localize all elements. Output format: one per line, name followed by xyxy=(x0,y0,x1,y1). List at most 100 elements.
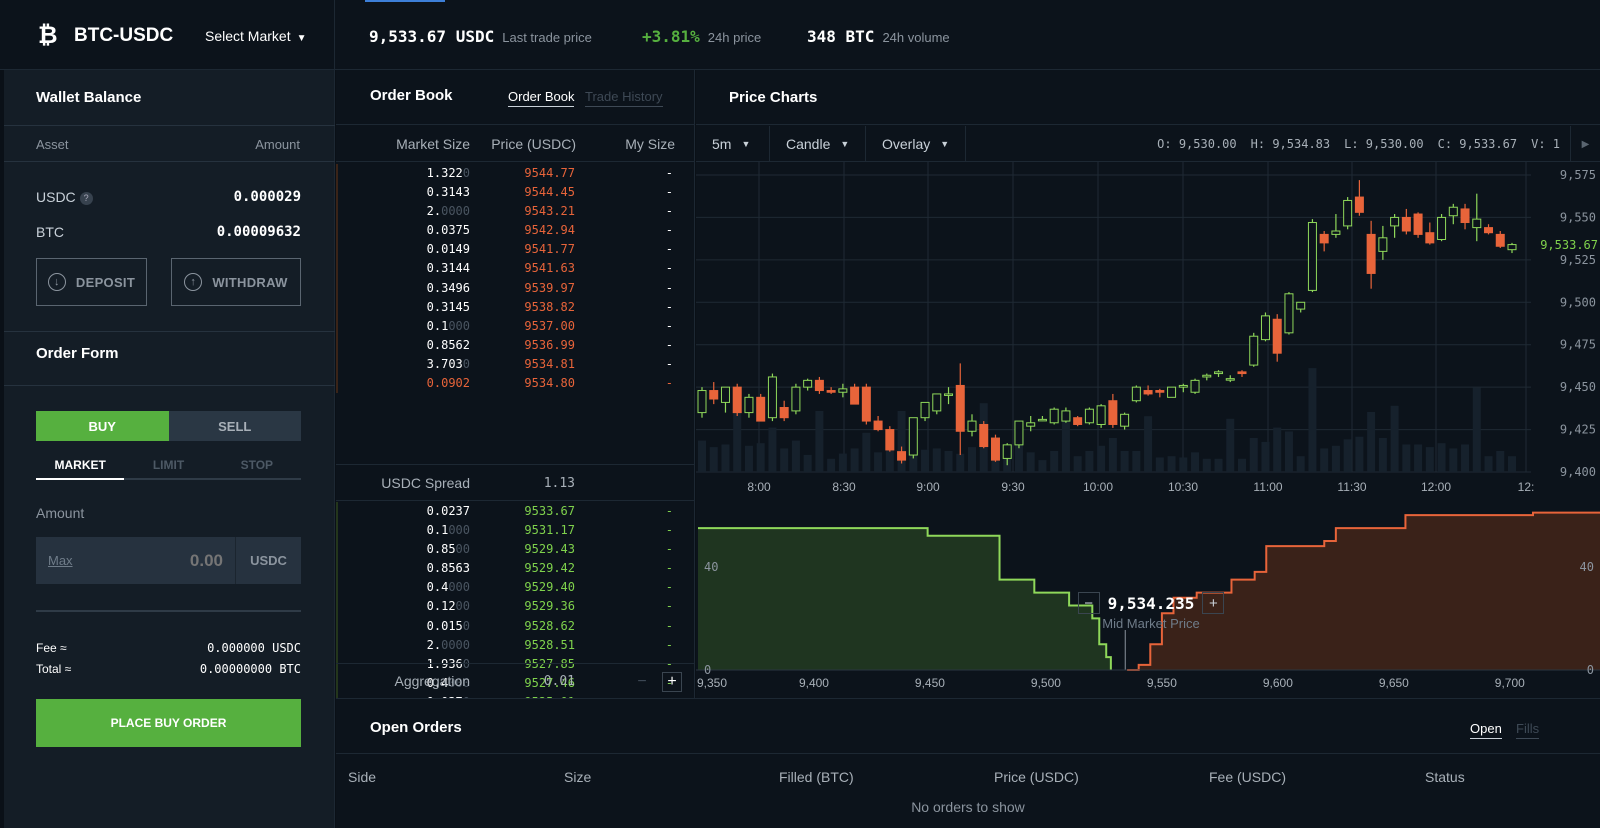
withdraw-button[interactable]: ↑ WITHDRAW xyxy=(171,258,301,306)
buy-tab[interactable]: BUY xyxy=(36,411,169,441)
tab-fills[interactable]: Fills xyxy=(1516,721,1540,739)
volume-bar xyxy=(1414,444,1423,472)
y-tick-label: 9,400 xyxy=(1560,465,1596,479)
last-trade-price: 9,533.67 USDC xyxy=(369,27,495,46)
aggregation-increase-button[interactable]: + xyxy=(662,672,682,692)
volume-bar xyxy=(1026,452,1035,472)
ask-row[interactable]: 0.3144 9541.63 - xyxy=(338,259,695,278)
ask-row[interactable]: 0.8562 9536.99 - xyxy=(338,336,695,355)
order-book-panel: Order Book Order Book Trade History Mark… xyxy=(336,70,695,732)
asks-line xyxy=(1127,511,1600,671)
bids-line xyxy=(698,527,1112,670)
chart-type-dropdown[interactable]: Candle ▼ xyxy=(770,126,866,162)
my-size: - xyxy=(665,376,673,391)
tab-limit[interactable]: LIMIT xyxy=(152,458,185,472)
candle-body xyxy=(850,386,860,405)
place-buy-order-button[interactable]: PLACE BUY ORDER xyxy=(36,699,301,747)
ask-row[interactable]: 3.7030 9534.81 - xyxy=(338,355,695,374)
bid-row[interactable]: 0.0237 9533.67 - xyxy=(338,502,695,521)
open-orders-title: Open Orders xyxy=(370,719,462,736)
volume-bar xyxy=(1472,387,1481,472)
order-size: 1.3220 xyxy=(426,166,470,180)
candle-body xyxy=(1437,216,1447,240)
mid-market-price: 9,534.235 xyxy=(1107,593,1195,613)
ask-row[interactable]: 0.3496 9539.97 - xyxy=(338,279,695,298)
max-link[interactable]: Max xyxy=(48,553,73,568)
depth-y-tick-left: 0 xyxy=(704,663,711,677)
tab-market[interactable]: MARKET xyxy=(36,458,125,480)
candle-body xyxy=(955,384,965,432)
help-icon[interactable]: ? xyxy=(79,192,93,205)
order-price: 9539.97 xyxy=(524,280,575,295)
volume-bar xyxy=(956,453,965,472)
ask-row[interactable]: 1.3220 9544.77 - xyxy=(338,164,695,183)
my-size: - xyxy=(665,166,673,180)
order-size: 0.4000 xyxy=(426,580,470,595)
tab-order-book[interactable]: Order Book xyxy=(508,89,575,107)
deposit-button[interactable]: ↓ DEPOSIT xyxy=(36,258,147,306)
tab-trade-history[interactable]: Trade History xyxy=(585,89,663,107)
candle-body xyxy=(1202,374,1212,378)
amount-input[interactable] xyxy=(72,550,235,571)
volume-bar xyxy=(1461,444,1470,472)
bid-row[interactable]: 0.8563 9529.42 - xyxy=(338,559,695,578)
ask-row[interactable]: 0.0375 9542.94 - xyxy=(338,221,695,240)
candle-body xyxy=(1354,196,1364,213)
aggregation-decrease-button[interactable]: − xyxy=(637,673,647,690)
ask-row[interactable]: 0.0149 9541.77 - xyxy=(338,240,695,259)
candle-body xyxy=(1413,213,1423,235)
volume-bar xyxy=(1402,444,1411,472)
volume-bar xyxy=(932,448,941,472)
withdraw-label: WITHDRAW xyxy=(212,274,288,290)
order-price: 9531.17 xyxy=(524,523,575,538)
volume-bar xyxy=(1449,448,1458,472)
candlestick-chart[interactable]: 9,575 9,550 9,525 9,500 9,475 9,450 9,425 9,400… xyxy=(696,162,1600,498)
bid-row[interactable]: 0.1000 9531.17 - xyxy=(338,521,695,540)
order-size: 0.3143 xyxy=(426,185,470,200)
ask-row[interactable]: 0.3143 9544.45 - xyxy=(338,183,695,202)
y-tick-label: 9,475 xyxy=(1560,338,1596,352)
candle-body xyxy=(1425,232,1435,244)
y-tick-label: 9,575 xyxy=(1560,168,1596,182)
candle-body xyxy=(1002,444,1012,459)
interval-dropdown[interactable]: 5m ▼ xyxy=(696,126,770,162)
bid-row[interactable]: 0.4000 9527.46 - xyxy=(338,674,695,693)
ask-row[interactable]: 0.0902 9534.80 - xyxy=(338,374,695,393)
order-book-title: Order Book xyxy=(370,87,453,104)
candle-body xyxy=(979,423,989,448)
volume-bar xyxy=(1108,438,1117,472)
select-market-dropdown[interactable]: Select Market ▼ xyxy=(205,28,307,44)
volume-bar xyxy=(1273,427,1282,472)
zoom-out-button[interactable]: − xyxy=(1077,592,1100,614)
overlay-dropdown[interactable]: Overlay ▼ xyxy=(866,126,966,162)
candle-body xyxy=(920,401,930,419)
order-price: 9529.42 xyxy=(524,561,575,576)
ask-row[interactable]: 0.3145 9538.82 - xyxy=(338,298,695,317)
volume-bar xyxy=(1437,443,1446,472)
candle-body xyxy=(1507,244,1517,251)
spread-row: USDC Spread 1.13 xyxy=(336,464,695,501)
depth-chart[interactable]: 40 400 09,350 9,400 9,450 9,500 9,550 9,600 9,65… xyxy=(696,500,1600,698)
volume-bar xyxy=(803,454,812,472)
bid-row[interactable]: 0.8500 9529.43 - xyxy=(338,540,695,559)
x-tick-label: 9:30 xyxy=(1001,480,1025,494)
tab-stop[interactable]: STOP xyxy=(240,458,274,472)
zoom-in-button[interactable]: + xyxy=(1202,592,1225,614)
candle-body xyxy=(1061,410,1071,422)
ask-row[interactable]: 0.1000 9537.00 - xyxy=(338,317,695,336)
sell-tab[interactable]: SELL xyxy=(168,411,301,441)
candle-body xyxy=(1495,233,1505,247)
volume-bar xyxy=(897,411,906,472)
candle-body xyxy=(709,390,719,400)
bid-row[interactable]: 0.0150 9528.62 - xyxy=(338,617,695,636)
last-price-label: 9,533.67 xyxy=(1540,238,1598,252)
ask-row[interactable]: 2.0000 9543.21 - xyxy=(338,202,695,221)
bid-row[interactable]: 2.0000 9528.51 - xyxy=(338,636,695,655)
tab-open[interactable]: Open xyxy=(1470,721,1502,739)
amount-unit: USDC xyxy=(235,537,301,584)
bid-row[interactable]: 0.4000 9529.40 - xyxy=(338,578,695,597)
bid-row[interactable]: 0.1200 9529.36 - xyxy=(338,597,695,616)
play-icon[interactable]: ▶ xyxy=(1570,126,1600,162)
volume-bar xyxy=(885,444,894,472)
volume-bar xyxy=(780,448,789,472)
